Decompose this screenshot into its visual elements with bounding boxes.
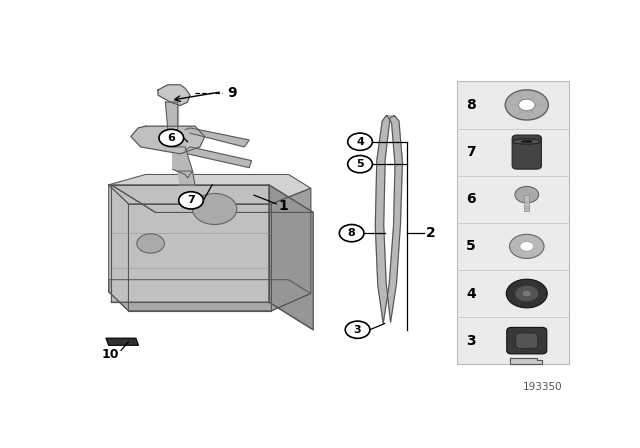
Text: 4: 4 [356, 137, 364, 147]
Polygon shape [269, 185, 313, 330]
Polygon shape [178, 171, 195, 185]
Text: 8: 8 [348, 228, 356, 238]
Polygon shape [165, 102, 178, 129]
Text: 9: 9 [227, 86, 237, 100]
Polygon shape [106, 338, 138, 345]
FancyBboxPatch shape [512, 135, 541, 169]
Circle shape [193, 194, 237, 224]
Polygon shape [131, 126, 205, 154]
Ellipse shape [522, 141, 532, 142]
Circle shape [522, 290, 531, 297]
Polygon shape [271, 188, 311, 311]
Polygon shape [109, 280, 311, 311]
Circle shape [348, 133, 372, 151]
Polygon shape [375, 116, 403, 323]
Circle shape [505, 90, 548, 120]
Circle shape [348, 155, 372, 173]
Circle shape [515, 285, 539, 302]
Text: 2: 2 [426, 226, 435, 240]
Polygon shape [158, 85, 190, 106]
Text: 1: 1 [279, 198, 289, 212]
Polygon shape [129, 204, 271, 311]
Circle shape [159, 129, 184, 146]
Text: 193350: 193350 [522, 382, 562, 392]
FancyBboxPatch shape [516, 333, 538, 349]
Text: 7: 7 [187, 195, 195, 205]
Text: 5: 5 [356, 159, 364, 169]
Circle shape [515, 186, 539, 203]
Text: 3: 3 [466, 334, 476, 348]
Text: 5: 5 [466, 239, 476, 254]
Text: 6: 6 [466, 192, 476, 206]
Text: 8: 8 [466, 98, 476, 112]
Bar [524, 195, 529, 211]
Text: 7: 7 [466, 145, 476, 159]
Circle shape [339, 224, 364, 242]
Polygon shape [109, 185, 129, 311]
Text: 6: 6 [167, 133, 175, 143]
Text: 4: 4 [466, 287, 476, 301]
Circle shape [518, 99, 535, 111]
Polygon shape [111, 185, 313, 212]
Circle shape [520, 241, 534, 251]
Bar [457, 82, 570, 364]
Text: 3: 3 [354, 325, 362, 335]
Circle shape [506, 279, 547, 308]
Polygon shape [185, 128, 249, 147]
Circle shape [179, 192, 204, 209]
Text: 10: 10 [101, 348, 119, 361]
FancyBboxPatch shape [507, 327, 547, 354]
Ellipse shape [513, 139, 541, 144]
Polygon shape [109, 174, 311, 204]
Polygon shape [173, 147, 193, 178]
Polygon shape [510, 358, 542, 364]
Circle shape [345, 321, 370, 338]
Polygon shape [111, 185, 269, 302]
Polygon shape [185, 147, 252, 168]
Circle shape [509, 234, 544, 258]
Circle shape [137, 234, 164, 253]
